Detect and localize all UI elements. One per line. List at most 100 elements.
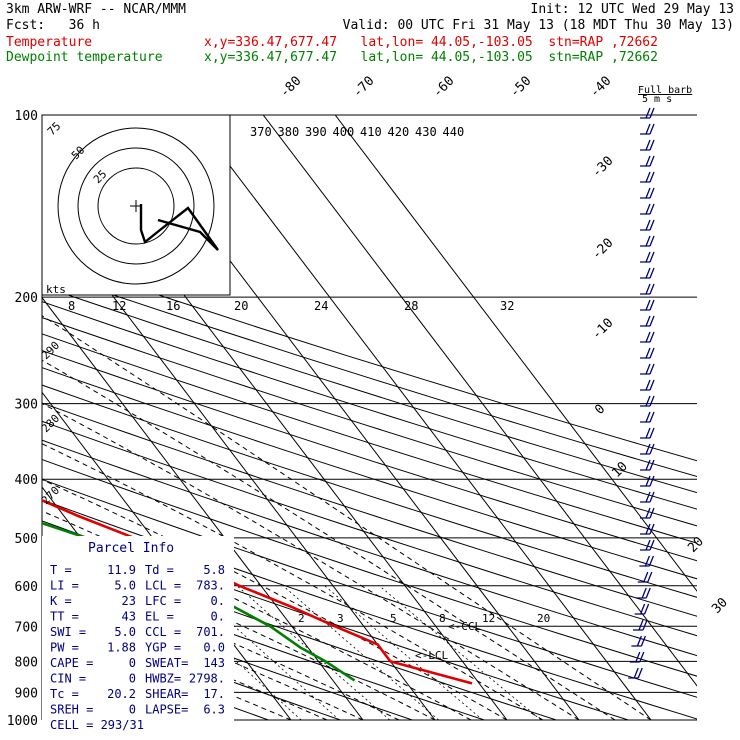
wind-barb <box>640 203 655 215</box>
isotherm-line <box>0 115 3 720</box>
wind-barb <box>640 331 655 343</box>
isotherm-label: -60 <box>430 74 457 101</box>
full-barb-legend: Full barb <box>638 85 693 96</box>
dry-adiabat-line <box>42 350 697 562</box>
parcel-field: K = <box>50 594 72 608</box>
mixing-ratio-label: 16 <box>166 299 180 313</box>
pressure-label: 200 <box>15 291 38 306</box>
wind-barb <box>640 507 655 519</box>
dry-adiabat-line <box>42 317 697 527</box>
theta-label: 400 <box>333 125 355 139</box>
isotherm-label: -50 <box>507 74 534 101</box>
isotherm-label: -40 <box>587 74 614 101</box>
mixing-ratio-line <box>236 585 391 720</box>
parcel-field: 0. <box>211 594 225 608</box>
dewpoint-legend-label: Dewpoint temperature <box>6 50 163 65</box>
dry-adiabat-line <box>42 333 697 544</box>
parcel-field: CAPE = <box>50 656 93 670</box>
parcel-field: SWEAT= <box>145 656 188 670</box>
temperature-legend-label: Temperature <box>6 35 93 50</box>
parcel-field: 23 <box>122 594 136 608</box>
parcel-field: 5.8 <box>203 563 225 577</box>
ccl-annotation: <-CCL <box>448 620 481 633</box>
wind-barb <box>634 603 650 615</box>
parcel-field: 20.2 <box>107 687 136 701</box>
pressure-label: 800 <box>15 655 38 670</box>
isotherm-label: -10 <box>589 316 616 343</box>
wind-barb <box>628 667 643 679</box>
temperature-profile <box>42 498 473 685</box>
parcel-field: 6.3 <box>203 703 225 717</box>
wind-barb <box>640 379 655 391</box>
dry-adiabat-line <box>42 564 485 720</box>
wind-barb <box>640 187 655 199</box>
wind-barb <box>637 571 653 583</box>
parcel-field: LCL = <box>145 579 181 593</box>
dry-adiabat-line <box>42 270 697 478</box>
parcel-field: 143 <box>203 656 225 670</box>
wind-barb <box>640 107 655 119</box>
wind-barb <box>640 315 655 327</box>
dewpoint-location: x,y=336.47,677.47 lat,lon= 44.05,-103.05… <box>204 50 658 65</box>
mixing-ratio-lower-label: 2 <box>298 612 305 625</box>
mixing-ratio-lower-label: 8 <box>439 612 446 625</box>
pressure-label: 100 <box>15 109 38 124</box>
mixing-ratio-label: 12 <box>112 299 126 313</box>
wind-barb <box>631 635 647 647</box>
parcel-field: LI = <box>50 579 79 593</box>
dry-adiabat-line <box>42 478 697 698</box>
dry-adiabat-line <box>42 384 697 598</box>
parcel-cell: CELL = 293/31 <box>50 718 144 732</box>
wind-barb <box>640 347 655 359</box>
valid-time: Valid: 00 UTC Fri 31 May 13 (18 MDT Thu … <box>342 18 734 33</box>
wind-barb <box>640 427 655 439</box>
moist-adiabat-line <box>42 582 364 720</box>
wind-barb <box>640 267 655 279</box>
parcel-field: 5.0 <box>114 579 136 593</box>
mixing-ratio-lower-label: 3 <box>337 612 344 625</box>
dry-adiabat-line <box>42 439 697 657</box>
dewpoint-profile <box>42 521 356 682</box>
parcel-field: TT = <box>50 610 79 624</box>
wind-barb <box>640 139 655 151</box>
theta-label: 410 <box>360 125 382 139</box>
parcel-field: YGP = <box>145 641 181 655</box>
temperature-location: x,y=336.47,677.47 lat,lon= 44.05,-103.05… <box>204 35 658 50</box>
parcel-field: 701. <box>196 625 225 639</box>
isotherm-label: -70 <box>350 74 377 101</box>
parcel-field: 5.0 <box>114 625 136 639</box>
forecast-hour: Fcst: 36 h <box>6 18 100 33</box>
isotherm-label: -20 <box>589 236 616 263</box>
hodograph-ring <box>97 167 175 245</box>
dry-adiabat-line <box>42 367 697 580</box>
parcel-field: SWI = <box>50 625 86 639</box>
parcel-field: SREH = <box>50 703 93 717</box>
parcel-field: Tc = <box>50 687 79 701</box>
wind-barb <box>640 251 655 263</box>
wind-barb <box>640 475 655 487</box>
isotherm-line <box>42 296 364 720</box>
parcel-field: 11.9 <box>107 563 136 577</box>
lcl-annotation: <-LCL <box>415 649 448 662</box>
pressure-label: 700 <box>15 620 38 635</box>
parcel-title: Parcel Info <box>88 541 174 556</box>
wind-barb <box>640 395 655 407</box>
hodograph-trace <box>139 204 219 251</box>
pressure-label: 600 <box>15 580 38 595</box>
mixing-ratio-label: 28 <box>404 299 418 313</box>
mixing-ratio-line <box>379 585 542 720</box>
mixing-ratio-lower-label: 5 <box>390 612 397 625</box>
isotherm-label: 30 <box>709 595 731 617</box>
hodograph-ring <box>77 147 195 265</box>
pressure-label: 400 <box>15 473 38 488</box>
parcel-field: 783. <box>196 579 225 593</box>
isotherm-line <box>190 115 652 720</box>
isotherm-line <box>262 115 697 687</box>
parcel-field: 0 <box>129 703 136 717</box>
dry-adiabat-line <box>42 587 413 720</box>
pressure-label: 1000 <box>7 714 38 729</box>
wind-barb <box>640 443 655 455</box>
moist-adiabat-line <box>42 537 436 720</box>
mixing-ratio-label: 20 <box>234 299 248 313</box>
theta-label: 380 <box>278 125 300 139</box>
